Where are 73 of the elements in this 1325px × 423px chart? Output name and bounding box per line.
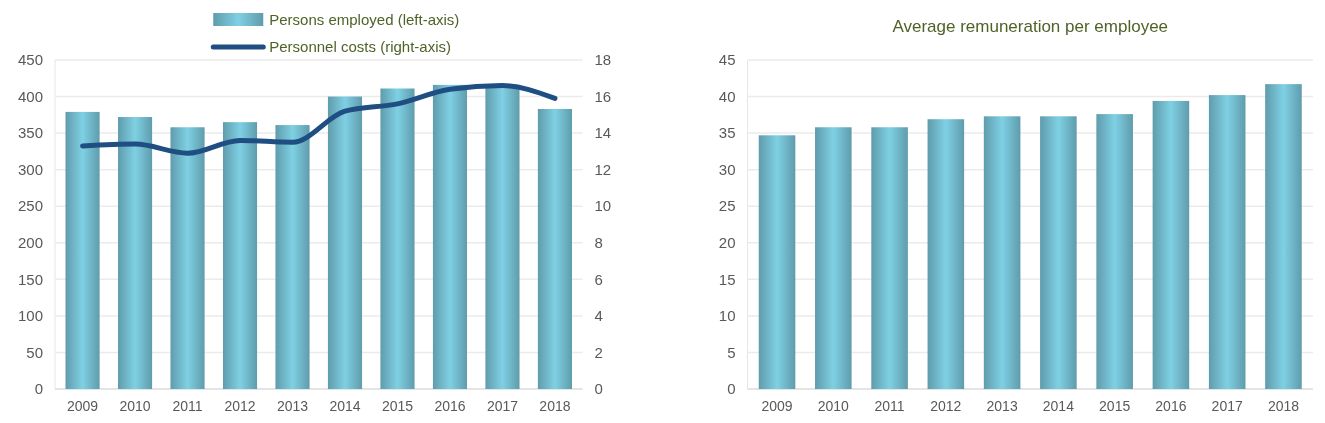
bar — [871, 127, 908, 389]
x-tick-label: 2010 — [119, 398, 151, 414]
y-tick-label: 250 — [17, 197, 43, 215]
x-tick-label: 2015 — [381, 398, 414, 414]
x-tick-label: 2015 — [1099, 398, 1131, 414]
bar — [65, 111, 100, 389]
bar — [1265, 84, 1302, 389]
y2-tick-label: 14 — [594, 124, 612, 142]
y2-tick-label: 8 — [594, 234, 603, 252]
x-tick-label: 2014 — [1042, 398, 1075, 414]
bar — [485, 87, 520, 389]
x-tick-label: 2018 — [1267, 398, 1300, 414]
y2-tick-label: 6 — [594, 270, 603, 288]
y2-tick-label: 12 — [594, 160, 612, 178]
y2-tick-label: 0 — [594, 380, 603, 398]
y-tick-label: 400 — [17, 87, 43, 105]
y-tick-label: 0 — [34, 380, 43, 398]
bar — [222, 122, 258, 389]
legend-label: Persons employed (left-axis) — [269, 11, 460, 28]
y2-tick-label: 10 — [594, 197, 612, 215]
legend-label: Personnel costs (right-axis) — [269, 38, 451, 55]
y-tick-label: 35 — [718, 124, 736, 142]
x-tick-label: 2016 — [434, 398, 466, 414]
x-tick-label: 2018 — [539, 398, 571, 414]
x-tick-label: 2009 — [66, 398, 99, 414]
x-tick-label: 2013 — [276, 398, 309, 414]
bar — [170, 127, 205, 389]
bar — [983, 116, 1021, 389]
x-tick-label: 2013 — [986, 398, 1018, 414]
y-tick-label: 10 — [718, 307, 736, 325]
x-tick-label: 2016 — [1155, 398, 1187, 414]
x-tick-label: 2012 — [224, 398, 256, 414]
bar — [275, 125, 310, 389]
chart-title: Average remuneration per employee — [892, 17, 1169, 36]
y-tick-label: 25 — [718, 197, 736, 215]
y-tick-label: 150 — [17, 270, 43, 288]
x-tick-label: 2012 — [930, 398, 962, 414]
y2-tick-label: 2 — [594, 343, 603, 361]
y-tick-label: 0 — [727, 380, 736, 398]
y-tick-label: 20 — [718, 234, 736, 252]
y-tick-label: 45 — [718, 51, 736, 69]
x-tick-label: 2014 — [329, 398, 361, 414]
y-tick-label: 100 — [17, 307, 43, 325]
y-tick-label: 300 — [17, 160, 43, 178]
bar — [327, 96, 363, 389]
bar — [117, 117, 153, 389]
bar — [815, 127, 852, 389]
x-tick-label: 2017 — [1211, 398, 1243, 414]
x-tick-label: 2011 — [172, 398, 203, 414]
bar — [1152, 100, 1190, 389]
y-tick-label: 50 — [26, 343, 43, 361]
y-tick-label: 30 — [718, 160, 736, 178]
y2-tick-label: 18 — [594, 51, 612, 69]
y-tick-label: 40 — [718, 87, 736, 105]
y2-tick-label: 4 — [594, 307, 603, 325]
bar — [1096, 114, 1133, 389]
bar — [927, 119, 965, 389]
bar — [380, 88, 415, 389]
y-tick-label: 350 — [17, 124, 43, 142]
bar — [537, 108, 572, 389]
x-tick-label: 2010 — [817, 398, 850, 414]
y-tick-label: 15 — [718, 270, 736, 288]
bar — [1208, 95, 1246, 389]
x-tick-label: 2017 — [486, 398, 519, 414]
bar — [1040, 116, 1077, 389]
x-tick-label: 2011 — [874, 398, 905, 414]
bar — [758, 135, 796, 389]
y-tick-label: 450 — [17, 51, 43, 69]
bar — [432, 84, 468, 389]
y-tick-label: 200 — [17, 234, 43, 252]
y-tick-label: 5 — [727, 343, 736, 361]
x-tick-label: 2009 — [761, 398, 793, 414]
y2-tick-label: 16 — [594, 87, 612, 105]
